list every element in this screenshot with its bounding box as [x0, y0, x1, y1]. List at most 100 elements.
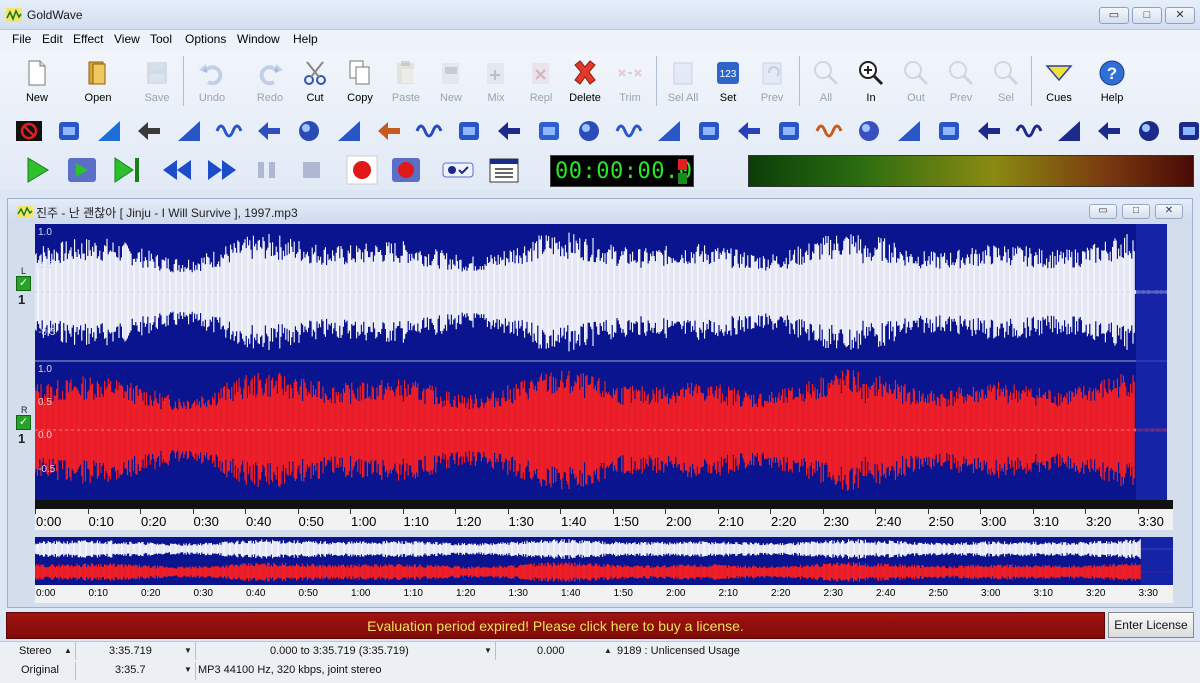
rewind-icon[interactable] — [159, 153, 195, 187]
reverse-icon[interactable] — [614, 117, 644, 145]
length-down-arrow-icon[interactable]: ▼ — [184, 646, 192, 655]
doc-maximize-button[interactable]: □ — [1122, 204, 1150, 219]
copy-button[interactable]: Copy — [338, 56, 382, 106]
timeline-ruler[interactable]: 0:00 0:10 0:20 0:30 0:40 0:50 1:00 1:10 1:20 1:30… — [35, 500, 1173, 530]
reverb-icon[interactable] — [574, 117, 604, 145]
timeline-label: 2:10 — [718, 514, 744, 529]
zoom-sel-button[interactable]: Sel — [984, 56, 1028, 106]
volume-icon[interactable] — [814, 117, 844, 145]
fade-out-icon[interactable] — [374, 117, 404, 145]
device-controls-icon[interactable] — [486, 153, 522, 187]
save-button[interactable]: Save — [135, 56, 179, 106]
play-selection-icon[interactable] — [64, 153, 100, 187]
open-button[interactable]: Open — [76, 56, 120, 106]
zoom-prev-button[interactable]: Prev — [939, 56, 983, 106]
undo-button[interactable]: Undo — [190, 56, 234, 106]
doc-close-button[interactable]: ✕ — [1155, 204, 1183, 219]
left-channel-checkbox[interactable]: ✓ — [16, 276, 31, 291]
dynamics-icon[interactable] — [174, 117, 204, 145]
cues-icon — [1045, 65, 1073, 82]
minimize-button[interactable]: ▭ — [1099, 7, 1129, 24]
cues-button[interactable]: Cues — [1037, 56, 1081, 106]
timeline-label: 0:00 — [36, 514, 62, 529]
equalizer-icon[interactable] — [214, 117, 244, 145]
sel-all-button[interactable]: Sel All — [661, 56, 705, 106]
menu-edit[interactable]: Edit — [42, 32, 63, 46]
menu-tool[interactable]: Tool — [150, 32, 173, 46]
overview-timeline-label: 0:30 — [193, 588, 213, 599]
interpolate-icon[interactable] — [1134, 117, 1164, 145]
offset-icon[interactable] — [454, 117, 484, 145]
overview-timeline-label: 1:30 — [508, 588, 528, 599]
set-button[interactable]: 123 Set — [706, 56, 750, 106]
control-properties-icon[interactable] — [440, 153, 476, 187]
stop-icon[interactable] — [294, 153, 330, 187]
menu-help[interactable]: Help — [293, 32, 318, 46]
paste-new-button[interactable]: New — [429, 56, 473, 106]
auto-gain-icon[interactable] — [854, 117, 884, 145]
enter-license-button[interactable]: Enter License — [1108, 612, 1194, 638]
delete-button[interactable]: Delete — [563, 56, 607, 106]
fade-in-icon[interactable] — [334, 117, 364, 145]
replace-button[interactable]: Repl — [519, 56, 563, 106]
stop-effect-icon[interactable] — [14, 117, 44, 145]
menu-bar: File Edit Effect View Tool Options Windo… — [0, 30, 1200, 50]
new-button[interactable]: New — [15, 56, 59, 106]
record-icon[interactable] — [344, 153, 380, 187]
echo-icon[interactable] — [94, 117, 124, 145]
pan-icon[interactable] — [494, 117, 524, 145]
right-channel-checkbox[interactable]: ✓ — [16, 415, 31, 430]
flanger-icon[interactable] — [294, 117, 324, 145]
mix-button[interactable]: Mix — [474, 56, 518, 106]
menu-options[interactable]: Options — [185, 32, 227, 46]
record-selection-icon[interactable] — [388, 153, 424, 187]
trim-button[interactable]: Trim — [608, 56, 652, 106]
status-usage: 9189 : Unlicensed Usage — [617, 645, 740, 657]
doc-minimize-button[interactable]: ▭ — [1089, 204, 1117, 219]
original-length-down-arrow-icon[interactable]: ▼ — [184, 665, 192, 674]
pitch-icon[interactable] — [534, 117, 564, 145]
filter-icon[interactable] — [254, 117, 284, 145]
paste-new-icon — [442, 63, 459, 84]
menu-effect[interactable]: Effect — [73, 32, 104, 46]
evaluation-message[interactable]: Evaluation period expired! Please click … — [367, 618, 744, 634]
close-button[interactable]: ✕ — [1165, 7, 1195, 24]
menu-view[interactable]: View — [114, 32, 140, 46]
spectrum-filter-icon[interactable] — [694, 117, 724, 145]
time-warp-icon[interactable] — [774, 117, 804, 145]
prev-button[interactable]: Prev — [750, 56, 794, 106]
play-to-end-icon[interactable] — [109, 153, 145, 187]
menu-file[interactable]: File — [12, 32, 32, 46]
maximize-volume-icon[interactable] — [1014, 117, 1044, 145]
doppler-icon[interactable] — [134, 117, 164, 145]
invert-icon[interactable] — [1094, 117, 1124, 145]
timeline-label: 1:30 — [508, 514, 534, 529]
redo-button[interactable]: Redo — [248, 56, 292, 106]
play-effect-icon[interactable] — [1174, 117, 1200, 145]
channels-up-arrow-icon[interactable]: ▲ — [64, 646, 72, 655]
fade-volume-icon[interactable] — [934, 117, 964, 145]
menu-window[interactable]: Window — [237, 32, 280, 46]
play-icon[interactable] — [20, 153, 56, 187]
paste-button[interactable]: Paste — [384, 56, 428, 106]
mechanize-icon[interactable] — [414, 117, 444, 145]
match-volume-icon[interactable] — [974, 117, 1004, 145]
silence-icon[interactable] — [654, 117, 684, 145]
overview-waveform[interactable] — [35, 537, 1173, 585]
zoom-in-button[interactable]: In — [849, 56, 893, 106]
zoom-out-button[interactable]: Out — [894, 56, 938, 106]
cut-button[interactable]: Cut — [293, 56, 337, 106]
position-up-arrow-icon[interactable]: ▲ — [604, 646, 612, 655]
compressor-icon[interactable] — [54, 117, 84, 145]
pause-icon[interactable] — [249, 153, 285, 187]
help-button[interactable]: ? Help — [1090, 56, 1134, 106]
waveform-view[interactable]: 1.0 0.5 -0.5 1.0 0.5 0.0 -0.5 — [35, 224, 1167, 500]
maximize-button[interactable]: □ — [1132, 7, 1162, 24]
change-volume-icon[interactable] — [894, 117, 924, 145]
zoom-all-button[interactable]: All — [804, 56, 848, 106]
fast-forward-icon[interactable] — [204, 153, 240, 187]
shape-volume-icon[interactable] — [1054, 117, 1084, 145]
evaluation-banner[interactable]: Evaluation period expired! Please click … — [6, 612, 1105, 639]
selection-down-arrow-icon[interactable]: ▼ — [484, 646, 492, 655]
noise-reduction-icon[interactable] — [734, 117, 764, 145]
